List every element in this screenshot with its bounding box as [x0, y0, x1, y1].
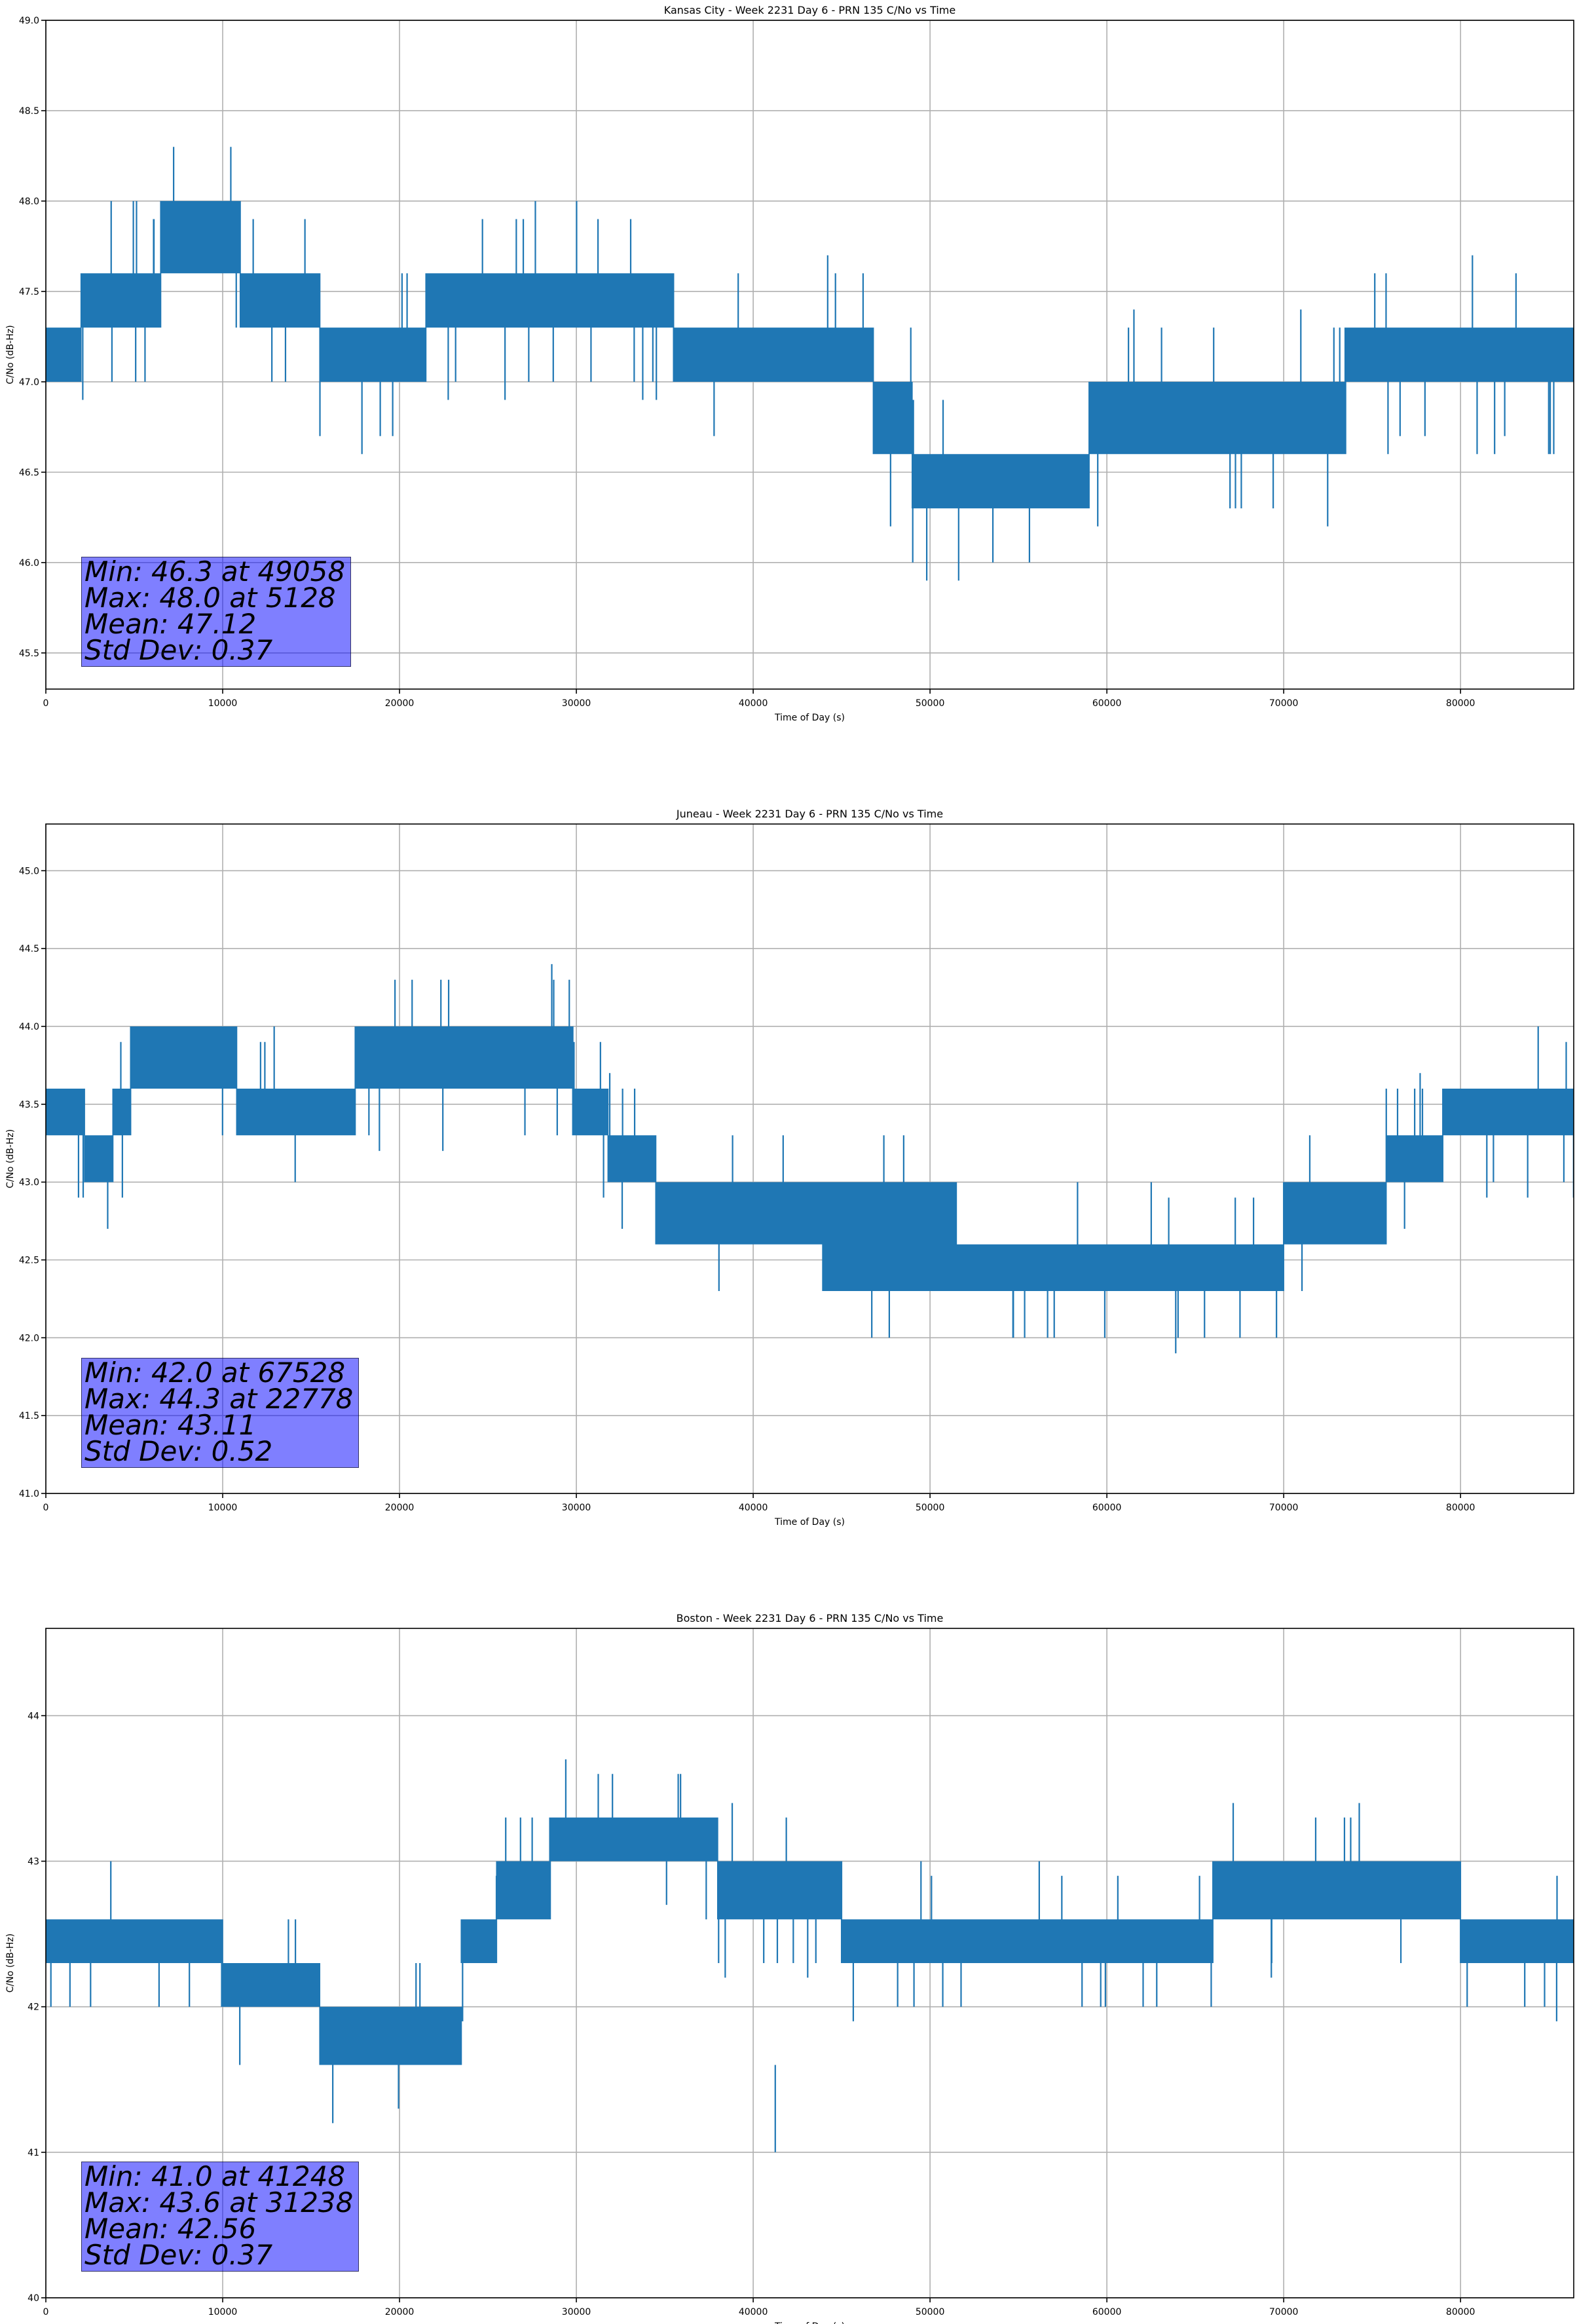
stat-mean: Mean: 47.12	[84, 608, 257, 640]
x-tick-label: 10000	[208, 2307, 238, 2317]
axes-frame	[45, 20, 1574, 690]
x-tick-label: 20000	[385, 1503, 415, 1513]
y-tick-label: 47.0	[19, 377, 39, 388]
chart-title: Kansas City - Week 2231 Day 6 - PRN 135 …	[664, 4, 955, 16]
x-tick-label: 80000	[1446, 2307, 1475, 2317]
x-tick-label: 40000	[739, 1503, 768, 1513]
chart-title: Boston - Week 2231 Day 6 - PRN 135 C/No …	[677, 1612, 944, 1624]
x-tick-label: 80000	[1446, 698, 1475, 709]
y-tick-label: 47.5	[19, 287, 39, 297]
y-tick-label: 45.5	[19, 648, 39, 659]
x-tick-label: 70000	[1269, 698, 1299, 709]
y-tick-label: 42.0	[19, 1333, 39, 1343]
x-tick-label: 0	[43, 2307, 49, 2317]
x-axis-label: Time of Day (s)	[774, 713, 845, 723]
series-line	[46, 147, 1574, 581]
series-line	[46, 964, 1574, 1354]
y-tick-label: 45.0	[19, 866, 39, 876]
y-tick-label: 43.0	[19, 1178, 39, 1188]
series-trace	[46, 964, 1574, 1354]
x-tick-label: 0	[43, 1503, 49, 1513]
x-tick-label: 30000	[562, 1503, 591, 1513]
x-tick-label: 80000	[1446, 1503, 1475, 1513]
x-tick-label: 50000	[916, 2307, 945, 2317]
x-tick-label: 40000	[739, 2307, 768, 2317]
y-axis-label: C/No (dB-Hz)	[5, 325, 16, 384]
x-tick-label: 0	[43, 698, 49, 709]
y-tick-label: 48.0	[19, 197, 39, 207]
x-axis-label: Time of Day (s)	[774, 1517, 845, 1527]
x-tick-label: 20000	[385, 698, 415, 709]
y-tick-label: 41	[28, 2148, 39, 2158]
stat-mean: Mean: 42.56	[84, 2213, 257, 2245]
y-tick-label: 41.0	[19, 1489, 39, 1499]
stats-box-kansas-city: Min: 46.3 at 49058 Max: 48.0 at 5128 Mea…	[81, 555, 352, 667]
x-tick-label: 40000	[739, 698, 768, 709]
x-tick-label: 30000	[562, 698, 591, 709]
stat-max: Max: 48.0 at 5128	[84, 582, 336, 614]
stat-min: Min: 42.0 at 67528	[84, 1357, 346, 1389]
y-tick-label: 46.0	[19, 558, 39, 569]
x-tick-label: 70000	[1269, 1503, 1299, 1513]
x-tick-label: 60000	[1092, 698, 1122, 709]
stat-mean: Mean: 43.11	[84, 1409, 257, 1441]
stat-min: Min: 41.0 at 41248	[84, 2160, 346, 2192]
y-tick-label: 42	[28, 2002, 39, 2013]
x-tick-label: 30000	[562, 2307, 591, 2317]
x-axis-label: Time of Day (s)	[774, 2321, 845, 2324]
y-tick-label: 43.5	[19, 1100, 39, 1110]
y-axis-label: C/No (dB-Hz)	[5, 1129, 16, 1188]
series-line	[46, 1759, 1574, 2152]
series-trace	[46, 147, 1574, 581]
chart-title: Juneau - Week 2231 Day 6 - PRN 135 C/No …	[676, 808, 943, 820]
x-tick-label: 20000	[385, 2307, 415, 2317]
y-axis-label: C/No (dB-Hz)	[5, 1934, 16, 1993]
x-tick-label: 60000	[1092, 1503, 1122, 1513]
x-tick-label: 70000	[1269, 2307, 1299, 2317]
x-tick-label: 60000	[1092, 2307, 1122, 2317]
y-tick-label: 48.5	[19, 106, 39, 117]
x-tick-label: 50000	[916, 698, 945, 709]
stat-std: Std Dev: 0.52	[84, 1435, 273, 1467]
chart-panel-0: 0 10000 20000 30000 40000 50000 60000 70000 8000…	[5, 4, 1574, 723]
y-tick-label: 44.5	[19, 944, 39, 954]
chart-panel-2: 0 10000 20000 30000 40000 50000 60000 70000 8000…	[5, 1612, 1574, 2324]
y-tick-label: 42.5	[19, 1255, 39, 1265]
chart-panel-1: 0 10000 20000 30000 40000 50000 60000 70000 8000…	[5, 808, 1574, 1527]
stats-box-juneau: Min: 42.0 at 67528 Max: 44.3 at 22778 Me…	[81, 1357, 360, 1468]
stat-std: Std Dev: 0.37	[84, 2239, 273, 2271]
y-tick-label: 46.5	[19, 468, 39, 478]
axes-frame	[45, 823, 1574, 1494]
x-tick-label: 10000	[208, 698, 238, 709]
stat-min: Min: 46.3 at 49058	[84, 555, 346, 588]
y-tick-label: 43	[28, 1856, 39, 1867]
stat-max: Max: 44.3 at 22778	[84, 1383, 354, 1415]
y-tick-label: 40	[28, 2293, 39, 2304]
y-tick-label: 41.5	[19, 1411, 39, 1421]
x-tick-label: 50000	[916, 1503, 945, 1513]
stats-box-boston: Min: 41.0 at 41248 Max: 43.6 at 31238 Me…	[81, 2160, 360, 2272]
y-tick-label: 44	[28, 1711, 39, 1721]
y-tick-label: 44.0	[19, 1022, 39, 1032]
stat-max: Max: 43.6 at 31238	[84, 2186, 354, 2219]
y-tick-label: 49.0	[19, 16, 39, 26]
stat-std: Std Dev: 0.37	[84, 634, 273, 666]
series-trace	[46, 1759, 1574, 2152]
axes-frame	[45, 1628, 1574, 2298]
x-tick-label: 10000	[208, 1503, 238, 1513]
